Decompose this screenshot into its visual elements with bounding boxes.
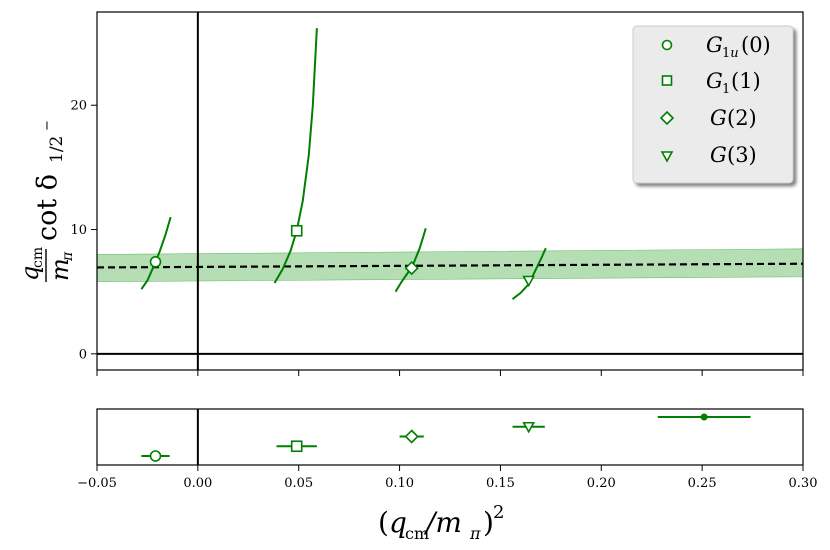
legend-sub-g1u0: 1u: [722, 46, 739, 61]
ylabel-frac-den-sub: π: [60, 251, 76, 262]
bottom-point-triangle-down: [522, 421, 536, 434]
series-point-square: [290, 224, 303, 237]
legend-box: [632, 25, 794, 184]
series-point-triangle-down: [522, 275, 536, 288]
ylabel-frac-num: q: [16, 266, 44, 281]
x-tick-label: 0.10: [385, 476, 414, 491]
legend-label-g: G: [706, 33, 723, 57]
legend-label-g: G: [710, 106, 727, 130]
legend-arg-g1u0: (0): [741, 33, 771, 57]
triangle-down-marker-icon: [660, 151, 674, 163]
legend-entry-g3: G (3): [660, 143, 757, 167]
series-curve-g1-1: [273, 28, 318, 284]
xlabel-mid: /m: [423, 506, 462, 539]
series-points: [149, 224, 536, 288]
bottom-point-diamond: [404, 429, 419, 444]
xlabel-close: ): [483, 506, 494, 539]
bottom-points: [141, 413, 751, 462]
y-tick-label: 20: [70, 99, 87, 114]
bottom-point-circle: [149, 450, 162, 462]
ylabel-frac-num-sub: cm: [30, 247, 46, 268]
legend-sub-g1-1: 1: [722, 82, 730, 97]
xlabel-sub1: cm: [405, 524, 429, 543]
x-tick-label: 0.20: [587, 476, 616, 491]
x-tick-label: 0.30: [789, 476, 818, 491]
circle-marker-icon: [661, 39, 673, 51]
xlabel-open: (q: [378, 506, 407, 539]
bottom-point-square: [290, 440, 303, 453]
series-point-circle: [149, 256, 162, 268]
fit-line: [97, 262, 803, 269]
x-ticks-main: [96, 370, 804, 376]
x-tick-label: 0.25: [688, 476, 717, 491]
legend-label-g: G: [706, 69, 723, 93]
square-marker-icon: [661, 75, 673, 86]
xlabel-sub2: π: [469, 524, 481, 543]
legend: G 1u (0) G 1 (1) G (2) G: [632, 25, 794, 184]
bottom-panel: −0.05 0.00 0.05 0.10 0.15 0.20 0.25 0.30 (q cm …: [77, 408, 817, 543]
y-axis-label: q cm m π cot δ 1/2 −: [16, 120, 76, 282]
y-tick-label: 0: [79, 347, 87, 362]
xlabel-sup: 2: [493, 502, 504, 523]
ylabel-frac-den: m: [46, 258, 74, 281]
x-tick-label: −0.05: [77, 476, 117, 491]
y-ticks: 0 10 20: [70, 99, 97, 362]
ylabel-tail-sup: −: [40, 120, 55, 131]
ylabel-tail: 1/2: [47, 136, 67, 163]
x-tick-label: 0.00: [183, 476, 212, 491]
main-panel: 0 10 20 q cm m π cot δ 1/2 −: [16, 11, 804, 376]
diamond-marker-icon: [659, 110, 675, 126]
bottom-point-dot: [700, 413, 708, 421]
legend-arg-g1-1: (1): [731, 69, 761, 93]
legend-arg-g3: (3): [727, 143, 757, 167]
main-axes-frame: [96, 11, 804, 371]
legend-entry-g2: G (2): [659, 106, 757, 130]
series-point-diamond: [404, 260, 419, 276]
legend-entry-g1-1: G 1 (1): [661, 69, 761, 97]
bottom-axes-frame: [96, 408, 804, 466]
ylabel-mid: cot δ: [32, 174, 63, 241]
x-tick-label: 0.05: [284, 476, 313, 491]
legend-entry-g1u0: G 1u (0): [661, 33, 771, 61]
x-tick-label: 0.15: [486, 476, 515, 491]
legend-arg-g2: (2): [727, 106, 757, 130]
y-tick-label: 10: [70, 223, 87, 238]
legend-label-g: G: [710, 143, 727, 167]
x-ticks: −0.05 0.00 0.05 0.10 0.15 0.20 0.25 0.30: [77, 465, 817, 491]
x-axis-label: (q cm /m π ) 2: [378, 502, 504, 543]
